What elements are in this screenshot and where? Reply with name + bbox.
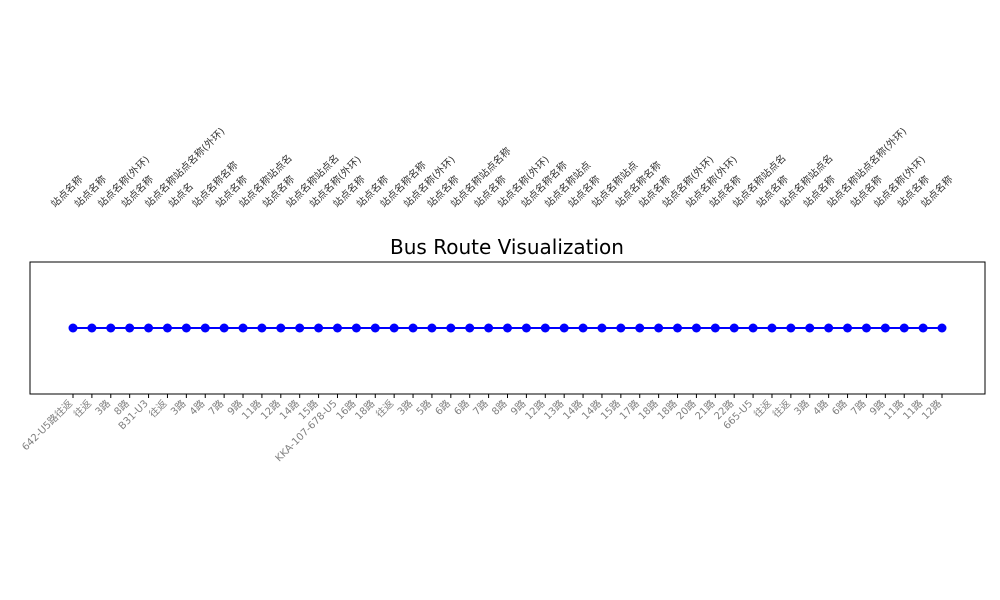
route-stop-point-38 [786, 323, 796, 333]
x-tick-label-31: 18路 [635, 397, 660, 422]
route-stop-point-42 [861, 323, 871, 333]
route-stop-point-1 [87, 323, 97, 333]
x-tick-label-39: 3路 [791, 397, 812, 418]
route-series [68, 323, 947, 333]
route-stop-point-10 [257, 323, 267, 333]
x-tick-label-23: 8路 [489, 397, 510, 418]
route-stop-point-32 [673, 323, 683, 333]
route-stop-point-29 [616, 323, 626, 333]
x-tick-label-46: 12路 [919, 397, 944, 422]
x-tick-label-41: 6路 [829, 397, 850, 418]
x-tick-label-40: 4路 [810, 397, 831, 418]
x-tick-label-29: 15路 [598, 397, 623, 422]
route-stop-point-46 [937, 323, 947, 333]
route-stop-point-44 [899, 323, 909, 333]
x-tick-label-8: 7路 [205, 397, 226, 418]
x-tick-label-10: 11路 [239, 397, 264, 422]
route-stop-point-33 [691, 323, 701, 333]
x-tick-label-12: 14路 [277, 397, 302, 422]
route-stop-point-0 [68, 323, 78, 333]
x-tick-label-37: 往返 [751, 397, 774, 420]
route-stop-point-27 [578, 323, 588, 333]
x-tick-label-18: 3路 [394, 397, 415, 418]
route-stop-point-45 [918, 323, 928, 333]
route-stop-point-37 [767, 323, 777, 333]
route-stop-point-41 [843, 323, 853, 333]
x-tick-label-44: 11路 [881, 397, 906, 422]
x-tick-label-28: 14路 [579, 397, 604, 422]
chart-title: Bus Route Visualization [390, 235, 624, 259]
route-stop-point-3 [125, 323, 135, 333]
route-stop-point-39 [805, 323, 815, 333]
route-stop-point-30 [635, 323, 645, 333]
x-tick-label-7: 4路 [187, 397, 208, 418]
route-stop-point-26 [559, 323, 569, 333]
route-stop-point-17 [389, 323, 399, 333]
x-tick-label-0: 642-U5路往返 [19, 397, 75, 453]
x-tick-label-25: 12路 [522, 397, 547, 422]
x-ticks [72, 394, 943, 398]
route-stop-point-14 [332, 323, 342, 333]
x-tick-label-6: 3路 [168, 397, 189, 418]
route-stop-point-23 [503, 323, 512, 333]
route-stop-point-24 [521, 323, 531, 333]
x-tick-label-19: 5路 [413, 397, 434, 418]
x-tick-label-32: 18路 [654, 397, 679, 422]
route-stop-point-12 [295, 323, 305, 333]
route-stop-point-40 [824, 323, 834, 333]
route-stop-point-13 [314, 323, 324, 333]
route-stop-point-2 [106, 323, 116, 333]
x-tick-label-16: 18路 [352, 397, 377, 422]
route-stop-point-36 [748, 323, 758, 333]
route-stop-point-18 [408, 323, 418, 333]
x-tick-label-26: 13路 [541, 397, 566, 422]
route-stop-point-16 [370, 323, 380, 333]
route-stop-point-4 [144, 323, 154, 333]
route-stop-point-22 [484, 323, 494, 333]
route-stop-point-6 [181, 323, 191, 333]
x-tick-label-11: 12路 [258, 397, 283, 422]
x-tick-label-30: 17路 [617, 397, 642, 422]
x-tick-label-20: 6路 [432, 397, 453, 418]
x-tick-label-34: 21路 [692, 397, 717, 422]
stop-labels: 站点名称站点名称站点名称(外环)站点名称站点名称站点名称(外环)站点名站点名称名… [48, 125, 955, 210]
x-tick-label-22: 7路 [470, 397, 491, 418]
x-tick-label-1: 往返 [71, 397, 94, 420]
x-tick-label-27: 14路 [560, 397, 585, 422]
x-tick-label-33: 20路 [673, 397, 698, 422]
route-stop-point-20 [446, 323, 456, 333]
x-tick-label-38: 往返 [770, 397, 793, 420]
route-stop-point-19 [427, 323, 437, 333]
x-tick-label-15: 16路 [333, 397, 358, 422]
route-stop-point-34 [710, 323, 720, 333]
route-stop-point-15 [351, 323, 361, 333]
route-stop-point-25 [540, 323, 550, 333]
route-stop-point-31 [654, 323, 664, 333]
route-stop-point-5 [162, 323, 172, 333]
route-stop-point-35 [729, 323, 739, 333]
route-stop-point-11 [276, 323, 286, 333]
route-stop-point-8 [219, 323, 229, 333]
x-tick-label-42: 7路 [848, 397, 869, 418]
x-tick-label-2: 3路 [92, 397, 113, 418]
route-stop-point-28 [597, 323, 607, 333]
route-stop-point-7 [200, 323, 210, 333]
x-tick-label-5: 往返 [146, 397, 169, 420]
x-tick-label-21: 6路 [451, 397, 472, 418]
x-tick-label-17: 往返 [373, 397, 396, 420]
route-stop-point-9 [238, 323, 248, 333]
route-stop-point-21 [465, 323, 475, 333]
x-tick-label-45: 11路 [900, 397, 925, 422]
route-stop-point-43 [880, 323, 890, 333]
